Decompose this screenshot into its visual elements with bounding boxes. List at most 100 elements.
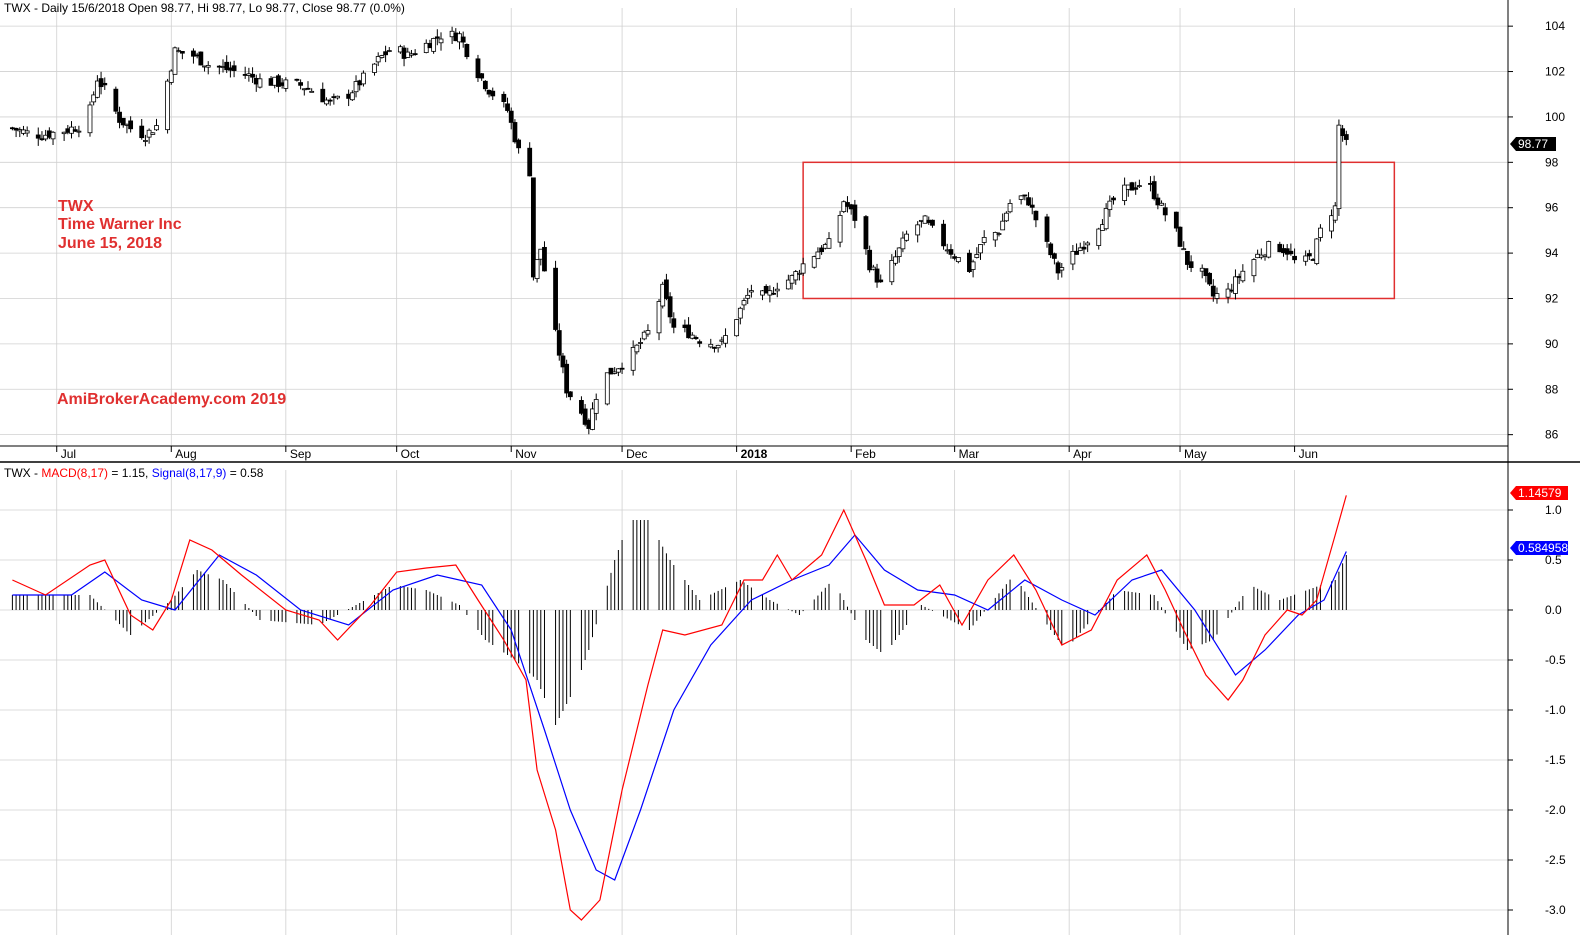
candle-body	[667, 296, 673, 318]
annotation-company: Time Warner Inc	[58, 216, 182, 233]
candle-body	[955, 257, 961, 263]
price-y-tick-label: 88	[1545, 382, 1559, 396]
candle-body	[353, 81, 359, 93]
candle-body	[143, 140, 148, 142]
candle-body	[1303, 255, 1309, 262]
macd-y-axis: 1.0 0.5 0.0 -0.5 -1.0 -1.5 -2.0 -2.5 -3.0	[1508, 503, 1566, 917]
candle-body	[72, 129, 78, 132]
candle-body	[1251, 259, 1257, 277]
candle-body	[556, 330, 562, 356]
candle-body	[1159, 202, 1164, 206]
macd-header-macd-value: = 1.15,	[108, 466, 152, 480]
candle-body	[1003, 212, 1009, 222]
candle-body	[1207, 272, 1212, 285]
candle-body	[1318, 227, 1323, 238]
candle-body	[438, 38, 444, 44]
candle-body	[612, 371, 618, 374]
macd-value-badge: 1.14579	[1510, 486, 1568, 500]
candle-body	[1177, 226, 1183, 247]
price-x-tick-label: Jun	[1299, 447, 1318, 461]
candle-body	[1103, 208, 1109, 230]
candle-body	[257, 78, 263, 88]
candle-body	[656, 301, 662, 334]
candle-body	[874, 268, 880, 283]
candle-body	[590, 408, 595, 430]
candle-body	[1107, 200, 1113, 211]
last-price-label: 98.77	[1518, 137, 1548, 151]
candle-body	[76, 130, 82, 133]
price-y-tick-label: 94	[1545, 246, 1559, 260]
price-x-tick-label: Mar	[959, 447, 980, 461]
candle-body	[1059, 267, 1065, 271]
candle-body	[1266, 241, 1272, 258]
candle-body	[819, 247, 825, 253]
macd-y-tick-label: -2.5	[1545, 853, 1566, 867]
price-x-tick-label: Oct	[401, 447, 420, 461]
price-y-tick-label: 102	[1545, 65, 1565, 79]
candle-body	[1081, 246, 1087, 250]
candle-body	[120, 117, 126, 126]
last-price-badge: 98.77	[1510, 137, 1556, 151]
candle-body	[837, 215, 843, 243]
candle-body	[1185, 250, 1190, 265]
candle-body	[785, 279, 791, 290]
candle-body	[335, 95, 340, 99]
candle-body	[1026, 197, 1031, 206]
consolidation-range-box	[802, 161, 1396, 300]
macd-header-macd-label: MACD(8,17)	[41, 466, 108, 480]
candle-body	[1173, 211, 1179, 229]
candle-body	[996, 233, 1002, 235]
candle-body	[974, 254, 980, 258]
candle-body	[723, 335, 728, 344]
candle-body	[542, 246, 547, 272]
candle-body	[774, 288, 780, 292]
candle-body	[94, 80, 100, 98]
candle-body	[205, 65, 211, 68]
candle-body	[893, 256, 898, 264]
macd-line	[12, 495, 1347, 921]
macd-y-tick-label: 0.0	[1545, 603, 1562, 617]
price-y-tick-label: 90	[1545, 337, 1559, 351]
candle-body	[1155, 197, 1161, 206]
candle-body	[508, 110, 514, 123]
candle-body	[1007, 203, 1013, 213]
candle-body	[516, 139, 522, 149]
candle-body	[922, 215, 928, 224]
candle-body	[697, 341, 703, 344]
candle-body	[630, 347, 636, 371]
candle-body	[771, 292, 776, 295]
price-x-tick-label: 2018	[741, 447, 768, 461]
candle-body	[501, 93, 507, 103]
candle-body	[715, 344, 721, 349]
candle-body	[98, 78, 104, 88]
candle-body	[276, 75, 281, 87]
candle-body	[168, 70, 174, 83]
price-x-tick-label: Feb	[855, 447, 876, 461]
candle-body	[154, 125, 159, 131]
candle-body	[482, 80, 488, 90]
candle-body	[224, 61, 230, 71]
candle-body	[512, 122, 518, 143]
candle-body	[1070, 250, 1076, 265]
candle-body	[372, 63, 377, 73]
macd-header-signal-value: = 0.58	[226, 466, 263, 480]
candle-body	[608, 367, 614, 375]
candle-body	[826, 238, 832, 249]
candle-body	[867, 249, 873, 271]
candle-body	[1018, 195, 1024, 200]
candle-body	[992, 232, 998, 241]
candle-body	[1033, 210, 1039, 221]
candle-body	[1329, 215, 1334, 232]
price-panel-header: TWX - Daily 15/6/2018 Open 98.77, Hi 98.…	[4, 1, 405, 15]
macd-y-tick-label: 1.0	[1545, 503, 1562, 517]
candle-body	[231, 65, 237, 71]
candle-body	[553, 267, 558, 330]
candle-body	[1122, 184, 1128, 201]
price-y-tick-label: 92	[1545, 291, 1559, 305]
price-y-tick-label: 96	[1545, 201, 1559, 215]
candle-body	[179, 50, 185, 54]
candle-body	[1048, 243, 1054, 256]
candle-body	[1136, 185, 1142, 187]
candle-body	[1240, 270, 1246, 282]
candle-body	[1096, 228, 1102, 246]
